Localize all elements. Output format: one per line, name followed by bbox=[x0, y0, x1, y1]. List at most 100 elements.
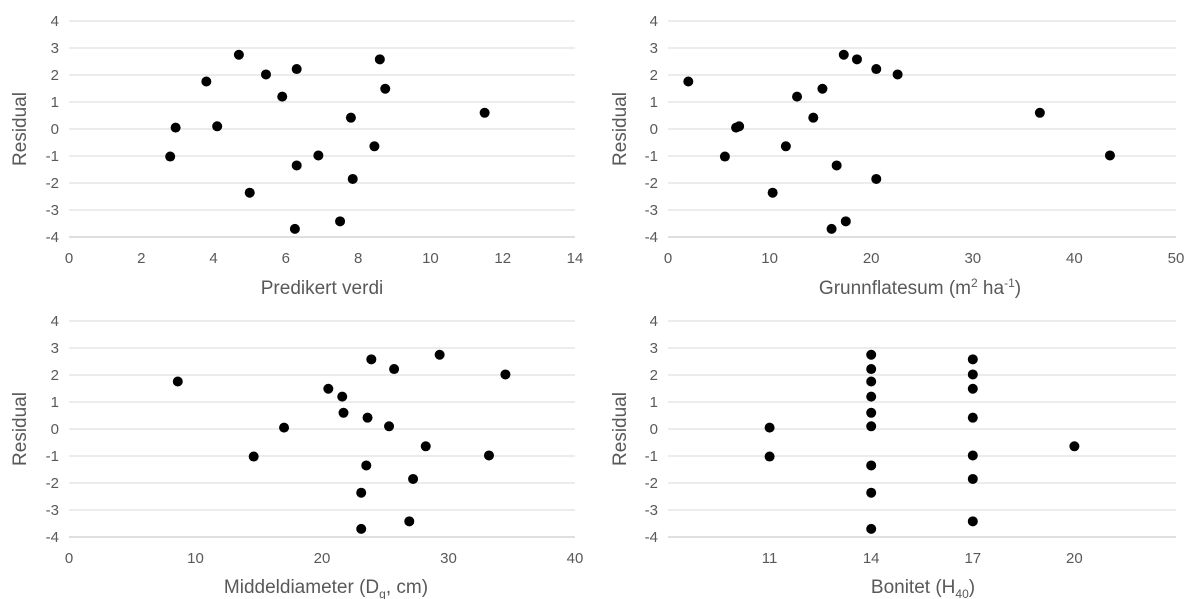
y-tick-label: 0 bbox=[650, 121, 658, 138]
x-tick-label: 20 bbox=[314, 550, 331, 567]
scatter-point bbox=[967, 354, 978, 365]
y-tick-label: -1 bbox=[645, 148, 658, 165]
y-tick-label: 0 bbox=[51, 421, 59, 438]
panel-4-xticks: 11 14 17 20 bbox=[762, 550, 1083, 567]
y-tick-label: 2 bbox=[650, 67, 658, 84]
y-tick-label: -2 bbox=[645, 175, 658, 192]
y-tick-label: -3 bbox=[645, 502, 658, 519]
panel-3-ylabel: Residual bbox=[10, 392, 31, 466]
scatter-point bbox=[212, 121, 223, 132]
scatter-point bbox=[291, 64, 302, 75]
y-tick-label: -4 bbox=[46, 229, 59, 246]
scatter-point bbox=[764, 422, 775, 433]
x-tick-label: 0 bbox=[65, 250, 73, 267]
scatter-point bbox=[289, 223, 300, 234]
scatter-point bbox=[871, 173, 882, 184]
panel-1-xticks: 0 2 4 6 8 10 12 14 bbox=[65, 250, 584, 267]
y-tick-label: -4 bbox=[645, 529, 658, 546]
x-tick-label: 10 bbox=[187, 550, 204, 567]
x-tick-label: 8 bbox=[354, 250, 362, 267]
x-tick-label: 30 bbox=[440, 550, 457, 567]
panel-4-xlabel: Bonitet (H40) bbox=[871, 577, 975, 599]
y-tick-label: 1 bbox=[650, 94, 658, 111]
x-tick-label: 12 bbox=[494, 250, 511, 267]
y-tick-label: 3 bbox=[650, 40, 658, 57]
panel-2-xlabel: Grunnflatesum (m2 ha-1) bbox=[819, 276, 1021, 299]
y-tick-label: -2 bbox=[645, 475, 658, 492]
scatter-point bbox=[361, 460, 372, 471]
x-tick-label: 20 bbox=[1066, 550, 1083, 567]
scatter-point bbox=[838, 49, 849, 60]
scatter-point bbox=[335, 216, 346, 227]
scatter-point bbox=[892, 69, 903, 80]
panel-2-grid bbox=[668, 20, 1176, 238]
x-tick-label: 20 bbox=[863, 250, 880, 267]
scatter-point bbox=[866, 421, 877, 432]
y-tick-label: -1 bbox=[46, 448, 59, 465]
scatter-point bbox=[1034, 107, 1045, 118]
panel-1-grid bbox=[69, 20, 575, 238]
panel-3-xlabel: Middeldiameter (Dg, cm) bbox=[224, 577, 428, 599]
scatter-point bbox=[967, 516, 978, 527]
y-tick-label: -4 bbox=[645, 229, 658, 246]
scatter-point bbox=[172, 376, 183, 387]
y-tick-label: -4 bbox=[46, 529, 59, 546]
scatter-point bbox=[170, 122, 181, 133]
y-tick-label: 4 bbox=[51, 13, 59, 30]
scatter-point bbox=[434, 349, 445, 360]
scatter-point bbox=[277, 91, 288, 102]
y-tick-label: 4 bbox=[650, 313, 658, 330]
scatter-point bbox=[380, 83, 391, 94]
scatter-point bbox=[369, 141, 380, 152]
scatter-point bbox=[767, 187, 778, 198]
scatter-point bbox=[866, 364, 877, 375]
scatter-point bbox=[866, 349, 877, 360]
scatter-point bbox=[967, 473, 978, 484]
scatter-point bbox=[1069, 441, 1080, 452]
x-tick-label: 40 bbox=[1066, 250, 1083, 267]
panel-bonitet: 4 3 2 1 0 -1 -2 -3 -4 11 14 17 20 Residual Bonitet … bbox=[610, 313, 1176, 599]
y-tick-label: 1 bbox=[650, 394, 658, 411]
scatter-point bbox=[1104, 150, 1115, 161]
scatter-point bbox=[479, 107, 490, 118]
scatter-point bbox=[826, 223, 837, 234]
scatter-point bbox=[248, 451, 259, 462]
panel-4-yticks: 4 3 2 1 0 -1 -2 -3 -4 bbox=[645, 313, 658, 546]
scatter-point bbox=[851, 54, 862, 65]
x-tick-label: 30 bbox=[964, 250, 981, 267]
scatter-point bbox=[337, 391, 348, 402]
y-tick-label: -2 bbox=[46, 475, 59, 492]
y-tick-label: 2 bbox=[51, 67, 59, 84]
scatter-point bbox=[404, 516, 415, 527]
x-tick-label: 2 bbox=[137, 250, 145, 267]
scatter-point bbox=[866, 376, 877, 387]
scatter-point bbox=[817, 83, 828, 94]
y-tick-label: 3 bbox=[51, 340, 59, 357]
y-tick-label: -3 bbox=[645, 202, 658, 219]
scatter-point bbox=[260, 69, 271, 80]
y-tick-label: 3 bbox=[51, 40, 59, 57]
y-tick-label: 2 bbox=[51, 367, 59, 384]
panel-3-points bbox=[172, 349, 511, 534]
scatter-point bbox=[792, 91, 803, 102]
scatter-point bbox=[866, 487, 877, 498]
panel-1-xlabel: Predikert verdi bbox=[261, 278, 384, 299]
scatter-point bbox=[967, 450, 978, 461]
y-tick-label: 3 bbox=[650, 340, 658, 357]
scatter-point bbox=[338, 407, 349, 418]
scatter-point bbox=[840, 216, 851, 227]
scatter-point bbox=[808, 112, 819, 123]
panel-2-xticks: 0 10 20 30 40 50 bbox=[664, 250, 1185, 267]
scatter-point bbox=[233, 49, 244, 60]
panel-4-grid bbox=[668, 320, 1176, 538]
x-tick-label: 10 bbox=[761, 250, 778, 267]
scatter-point bbox=[165, 151, 176, 162]
scatter-point bbox=[244, 187, 255, 198]
scatter-point bbox=[384, 421, 395, 432]
panel-1-ylabel: Residual bbox=[10, 92, 31, 166]
scatter-point bbox=[313, 150, 324, 161]
scatter-point bbox=[866, 460, 877, 471]
scatter-point bbox=[780, 141, 791, 152]
scatter-point bbox=[967, 412, 978, 423]
x-tick-label: 11 bbox=[762, 550, 778, 567]
